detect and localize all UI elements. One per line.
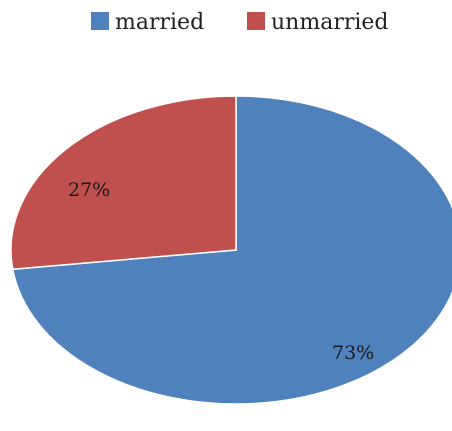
pie-slice-unmarried [10,95,237,271]
legend-swatch-unmarried [247,12,265,30]
legend-swatch-married [91,12,109,30]
data-label-married: 73% [332,342,374,364]
pie-slice-married [11,95,452,405]
legend-label-married: married [115,10,204,35]
legend-label-unmarried: unmarried [271,10,389,35]
legend: married unmarried [91,10,389,35]
data-label-unmarried: 27% [68,179,110,201]
pie-slices [10,95,452,405]
